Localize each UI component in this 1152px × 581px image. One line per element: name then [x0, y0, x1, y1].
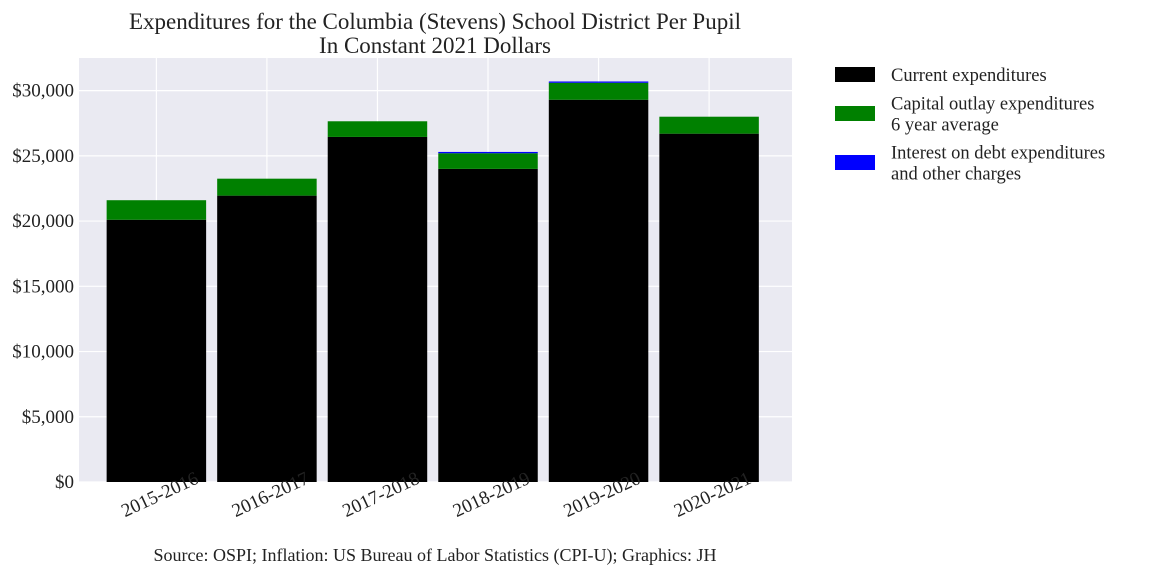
legend-label: Current expenditures: [891, 66, 1047, 86]
bar-segment-series-0-2016-2017: [217, 195, 317, 483]
source-note: Source: OSPI; Inflation: US Bureau of La…: [154, 545, 717, 566]
legend-label: Capital outlay expenditures 6 year averag…: [891, 95, 1094, 136]
legend-label: Interest on debt expenditures and other c…: [891, 144, 1105, 185]
y-tick-label: $5,000: [22, 407, 74, 428]
legend-swatch: [835, 106, 875, 121]
y-tick-label: $20,000: [12, 211, 74, 232]
y-tick-label: $30,000: [12, 81, 74, 102]
bar-segment-series-1-2016-2017: [217, 178, 317, 196]
bar-segment-series-1-2017-2018: [327, 121, 428, 137]
y-axis-ticks: $0 $5,000 $10,000 $15,000 $20,000 $25,000 $30,…: [12, 81, 74, 493]
y-tick-label: $0: [55, 472, 74, 493]
y-tick-label: $15,000: [12, 276, 74, 297]
chart-subtitle: In Constant 2021 Dollars: [319, 33, 551, 58]
bar-segment-series-1-2015-2016: [106, 200, 207, 220]
bar-segment-series-2-2019-2020: [548, 81, 649, 83]
bar-segment-series-0-2018-2019: [438, 168, 538, 482]
bar-segment-series-1-2020-2021: [659, 116, 759, 134]
bar-segment-series-2-2018-2019: [438, 151, 538, 154]
legend: Current expenditures Capital outlay expen…: [835, 66, 1105, 185]
bar-segment-series-0-2017-2018: [327, 136, 428, 482]
chart-title: Expenditures for the Columbia (Stevens) …: [129, 9, 741, 34]
y-tick-label: $25,000: [12, 146, 74, 167]
y-tick-label: $10,000: [12, 342, 74, 363]
legend-swatch: [835, 67, 875, 82]
bar-segment-series-1-2019-2020: [548, 82, 649, 100]
bar-segment-series-0-2020-2021: [659, 133, 759, 482]
bar-segment-series-0-2019-2020: [548, 99, 649, 483]
legend-swatch: [835, 155, 875, 170]
bar-segment-series-0-2015-2016: [106, 219, 207, 482]
bar-segment-series-1-2018-2019: [438, 153, 538, 169]
bars: [106, 81, 759, 483]
